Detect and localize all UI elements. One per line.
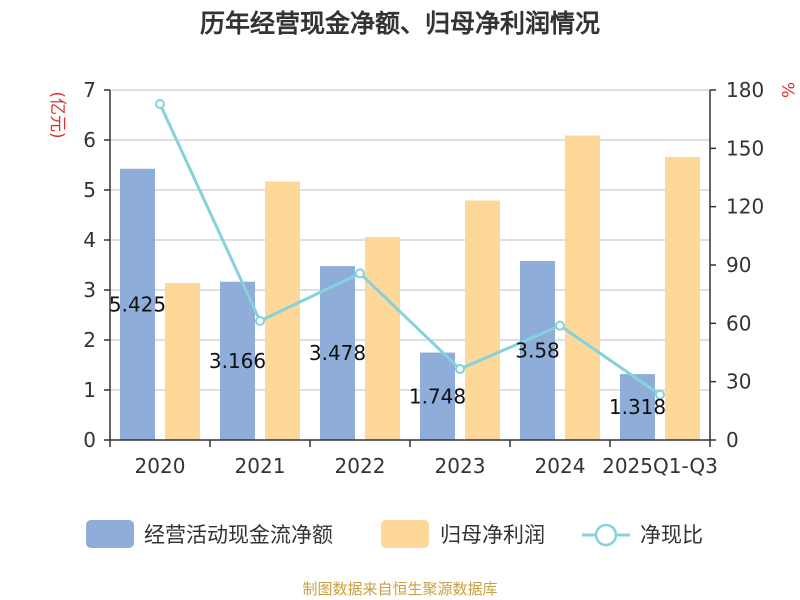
ratio-line: [158, 103, 661, 396]
right-tick-label: 90: [726, 253, 751, 277]
x-tick-label: 2020: [135, 454, 186, 478]
ratio-point: [455, 364, 465, 375]
cashflow-data-label: 3.58: [515, 339, 560, 363]
right-axis-ticks: 0 30 60 90 120 150 180: [710, 78, 764, 452]
cashflow-data-labels: 5.425 3.166 3.478 1.748 3.58 1.318: [109, 292, 666, 419]
legend-item-netprofit[interactable]: 归母净利润: [381, 520, 545, 548]
legend-label-netprofit: 归母净利润: [440, 523, 545, 547]
cashflow-data-label: 1.748: [409, 384, 466, 408]
right-tick-label: 150: [726, 136, 764, 160]
cashflow-bar: [520, 261, 555, 440]
left-tick-label: 6: [83, 128, 96, 152]
left-tick-label: 3: [83, 278, 96, 302]
ratio-point: [355, 268, 365, 279]
legend-swatch-ratio-marker: [594, 523, 618, 547]
ratio-point: [555, 320, 565, 331]
left-tick-label: 5: [83, 178, 96, 202]
cashflow-bar: [220, 281, 255, 440]
right-tick-label: 180: [726, 78, 764, 102]
left-axis-unit: (亿元): [47, 91, 67, 138]
left-tick-label: 7: [83, 78, 96, 102]
cashflow-bars: [120, 168, 655, 440]
legend-label-ratio: 净现比: [640, 523, 703, 547]
cashflow-data-label: 3.478: [309, 341, 366, 365]
cashflow-data-label: 3.166: [209, 349, 266, 373]
cashflow-data-label: 1.318: [609, 395, 666, 419]
legend-item-cashflow[interactable]: 经营活动现金流净额: [86, 520, 333, 548]
left-tick-label: 4: [83, 228, 96, 252]
legend-item-ratio[interactable]: 净现比: [582, 523, 703, 547]
left-axis-ticks: 0 1 2 3 4 5 6 7: [83, 78, 110, 452]
x-tick-label: 2023: [435, 454, 486, 478]
netprofit-bar: [565, 135, 600, 440]
x-axis-ticks: 2020 2021 2022 2023 2024 2025Q1-Q3: [109, 440, 718, 478]
cashflow-bar: [620, 374, 655, 440]
right-tick-label: 30: [726, 370, 751, 394]
legend-swatch-cashflow: [86, 520, 134, 548]
cashflow-data-label: 5.425: [109, 292, 166, 316]
cashflow-bar: [120, 168, 155, 440]
right-tick-label: 120: [726, 195, 764, 219]
left-tick-label: 2: [83, 328, 96, 352]
x-tick-label: 2025Q1-Q3: [602, 454, 718, 478]
cashflow-bar: [320, 266, 355, 440]
x-tick-label: 2021: [235, 454, 286, 478]
x-tick-label: 2024: [535, 454, 586, 478]
netprofit-bars: [165, 135, 700, 440]
cashflow-bar: [420, 352, 455, 440]
grid-lines: [110, 89, 710, 391]
netprofit-bar: [165, 283, 200, 440]
right-tick-label: 0: [726, 428, 739, 452]
netprofit-bar: [465, 200, 500, 440]
netprofit-bar: [665, 157, 700, 440]
legend: 经营活动现金流净额 归母净利润 净现比: [86, 520, 703, 548]
chart-title: 历年经营现金净额、归母净利润情况: [200, 9, 600, 38]
ratio-line-series: [155, 99, 665, 400]
x-tick-label: 2022: [335, 454, 386, 478]
legend-label-cashflow: 经营活动现金流净额: [144, 523, 333, 547]
right-axis-unit: %: [777, 82, 797, 98]
left-tick-label: 0: [83, 428, 96, 452]
right-tick-label: 60: [726, 311, 751, 335]
left-tick-label: 1: [83, 378, 96, 402]
ratio-point: [655, 389, 665, 400]
source-note: 制图数据来自恒生聚源数据库: [302, 580, 497, 598]
netprofit-bar: [365, 237, 400, 440]
ratio-point: [255, 316, 265, 326]
ratio-point: [155, 99, 165, 109]
legend-swatch-netprofit: [381, 520, 429, 548]
